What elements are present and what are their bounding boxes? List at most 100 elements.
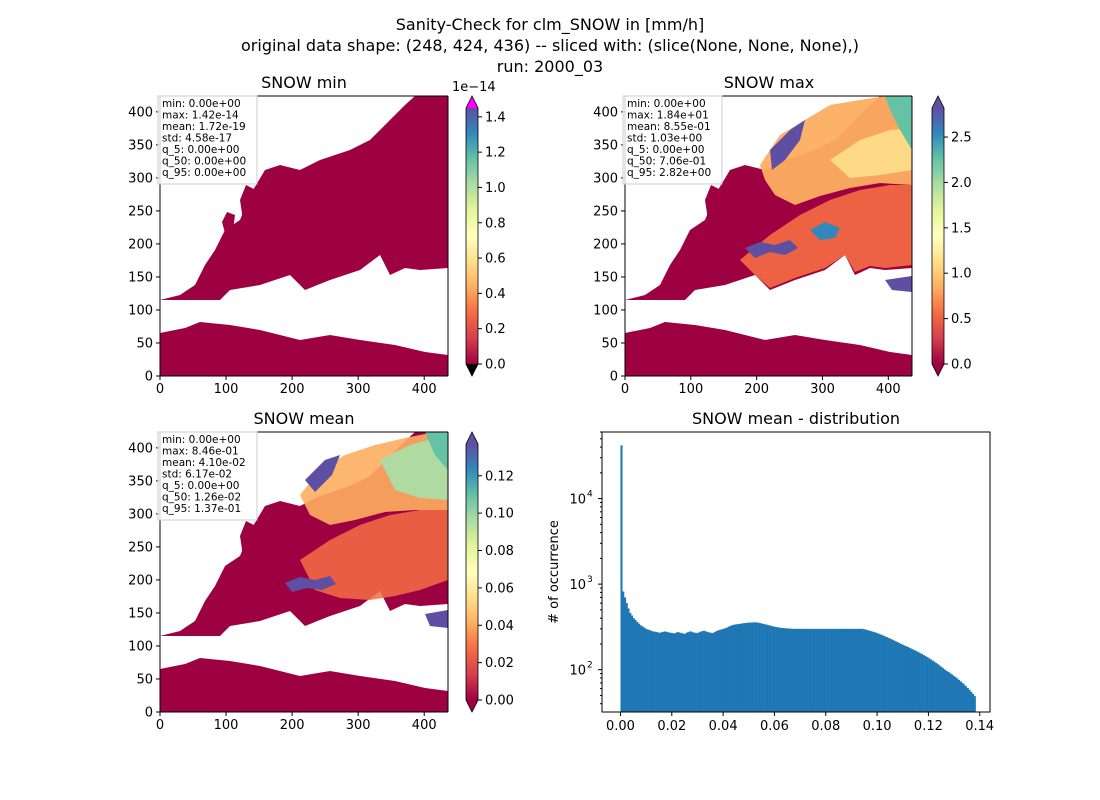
- histogram-bar: [912, 649, 915, 712]
- map-land-british-isles: [236, 521, 262, 586]
- colorbar-over-triangle: [932, 96, 944, 108]
- histogram-bar: [745, 622, 748, 712]
- histogram-bar: [803, 628, 806, 712]
- histogram-bar: [819, 628, 822, 712]
- histogram-bar: [747, 622, 750, 712]
- histogram-bar: [696, 633, 699, 712]
- histogram-bar: [963, 684, 966, 712]
- colorbar-tick-label: 1.4: [485, 110, 506, 125]
- histogram-bar: [873, 632, 876, 712]
- colorbar-tick-label: 0.00: [485, 694, 514, 709]
- histogram-bar: [966, 688, 969, 712]
- histogram-bar: [787, 628, 790, 712]
- histogram-bar: [685, 632, 688, 712]
- colorbar-tick-label: 0.6: [485, 252, 506, 267]
- colorbar-under-triangle: [932, 364, 944, 376]
- histogram-bar: [648, 630, 651, 712]
- x-tick-label: 0.02: [657, 719, 686, 734]
- histogram-bar: [657, 632, 660, 712]
- histogram-bar: [755, 622, 758, 712]
- histogram-bar: [776, 627, 779, 712]
- histogram-bar: [725, 627, 729, 712]
- histogram-bar: [620, 445, 623, 712]
- y-tick-label: 100: [593, 303, 618, 318]
- figure-title-line-2: original data shape: (248, 424, 436) -- …: [241, 36, 859, 55]
- histogram-bar: [826, 628, 829, 712]
- histogram-bar: [715, 631, 718, 712]
- stats-line: max: 1.42e-14: [162, 110, 239, 122]
- histogram-bar: [852, 628, 855, 712]
- histogram-bar: [957, 679, 961, 712]
- histogram-bar: [731, 625, 734, 712]
- histogram-bar: [808, 628, 811, 712]
- histogram-bar: [847, 628, 850, 712]
- histogram-bar: [660, 632, 663, 712]
- histogram-bar: [950, 674, 954, 712]
- y-tick-exponent: 3: [587, 575, 593, 585]
- x-tick-label: 300: [810, 382, 835, 397]
- panel-title: SNOW max: [724, 73, 814, 92]
- histogram-bar: [692, 632, 695, 712]
- histogram-bar: [708, 632, 711, 712]
- histogram-bar: [652, 631, 655, 712]
- colorbar-tick-label: 0.2: [485, 322, 506, 337]
- y-tick-label: 150: [128, 606, 153, 621]
- histogram-bar: [754, 622, 757, 712]
- histogram-bar: [878, 634, 881, 712]
- stats-box: min: 0.00e+00 max: 1.84e+01 mean: 8.55e-…: [622, 95, 723, 185]
- x-tick-label: 0.04: [709, 719, 738, 734]
- y-tick-label: 100: [128, 303, 153, 318]
- y-tick-label: 150: [593, 270, 618, 285]
- stats-box: min: 0.00e+00 max: 1.42e-14 mean: 1.72e-…: [157, 95, 258, 185]
- histogram-bar: [722, 628, 725, 712]
- y-tick-label: 300: [593, 171, 618, 186]
- histogram-bar: [822, 628, 825, 712]
- histogram-bar: [690, 631, 693, 712]
- histogram-bar: [928, 658, 931, 712]
- histogram-bar: [813, 628, 816, 712]
- map-field-scandinavia: [760, 96, 912, 205]
- histogram-bar: [891, 639, 894, 712]
- histogram-bar: [775, 627, 778, 712]
- histogram-bar: [645, 628, 648, 712]
- histogram-bar: [629, 612, 632, 712]
- histogram-bar: [798, 628, 801, 712]
- histogram-bar: [956, 678, 959, 712]
- histogram-bar: [824, 628, 827, 712]
- histogram-bar: [639, 625, 642, 712]
- histogram-bar: [868, 630, 871, 712]
- histogram-bar: [817, 628, 820, 712]
- histogram-bar: [717, 630, 720, 712]
- histogram-bar: [706, 631, 709, 712]
- colorbar: 0.0 0.2 0.4 0.6 0.8 1.0 1.2 1.4 1e−14: [452, 80, 506, 377]
- histogram-bar: [914, 650, 917, 712]
- histogram-bar: [903, 645, 906, 712]
- y-tick-exponent: 2: [587, 661, 593, 671]
- histogram-bar: [667, 632, 670, 712]
- histogram-bar: [806, 628, 809, 712]
- map-field-northern-highs: [885, 96, 912, 150]
- colorbar-gradient: [932, 108, 944, 364]
- y-tick-label: 50: [136, 336, 153, 351]
- x-tick-label: 0.14: [965, 719, 994, 734]
- histogram-bar: [699, 631, 702, 712]
- histogram-bar: [843, 628, 846, 712]
- histogram-bar: [681, 633, 685, 712]
- y-tick-label: 350: [128, 474, 153, 489]
- histogram-bar: [922, 655, 925, 712]
- map-field-caucasus: [425, 610, 448, 628]
- histogram-bar: [655, 632, 658, 712]
- colorbar-tick-label: 0.02: [485, 656, 514, 671]
- colorbar-gradient: [466, 108, 478, 364]
- histogram-bar: [836, 628, 839, 712]
- histogram-bar: [915, 651, 918, 712]
- histogram-bar: [820, 628, 823, 712]
- colorbar-under-triangle: [466, 364, 478, 376]
- colorbar-tick-label: 0.8: [485, 216, 506, 231]
- colorbar-tick-label: 0.06: [485, 581, 514, 596]
- y-tick-label: 200: [128, 573, 153, 588]
- histogram-bar: [676, 632, 679, 712]
- x-tick-label: 100: [678, 382, 703, 397]
